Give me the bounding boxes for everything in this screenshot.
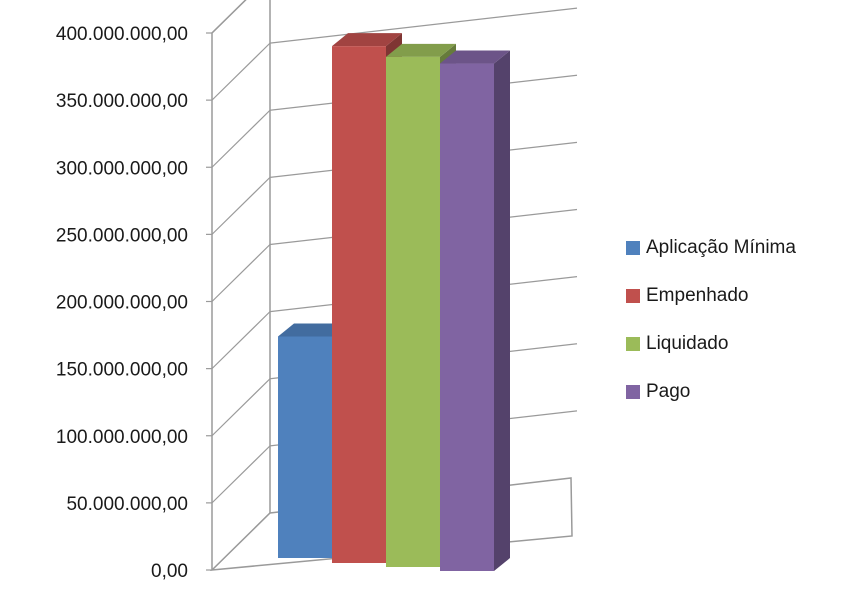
gridline-side bbox=[211, 378, 271, 437]
y-tick-label: 0,00 bbox=[151, 561, 188, 582]
gridline-back bbox=[269, 7, 578, 44]
y-tick-label: 250.000.000,00 bbox=[56, 225, 188, 246]
legend-label: Pago bbox=[646, 381, 691, 402]
bar-front-face bbox=[386, 56, 440, 567]
gridline-side bbox=[211, 0, 247, 34]
y-tick-label: 50.000.000,00 bbox=[66, 494, 188, 515]
bar-top-face bbox=[278, 323, 348, 337]
legend-label: Aplicação Mínima bbox=[646, 237, 796, 258]
y-tick-label: 200.000.000,00 bbox=[56, 293, 188, 314]
chart-bars bbox=[278, 33, 510, 572]
bar-side-face bbox=[494, 50, 510, 572]
y-tick-label: 300.000.000,00 bbox=[56, 158, 188, 179]
y-tick-label: 100.000.000,00 bbox=[56, 427, 188, 448]
chart-legend: Aplicação Mínima Empenhado Liquidado Pag… bbox=[626, 224, 796, 416]
bar-front-face bbox=[332, 46, 386, 563]
bar-top-face bbox=[386, 43, 456, 57]
y-tick-label: 350.000.000,00 bbox=[56, 91, 188, 112]
gridline-side bbox=[211, 311, 271, 370]
legend-item-aplicacao-minima: Aplicação Mínima bbox=[626, 224, 796, 272]
legend-label: Empenhado bbox=[646, 285, 749, 306]
legend-swatch bbox=[626, 289, 640, 303]
gridline-side bbox=[211, 109, 271, 168]
gridline-side bbox=[211, 176, 271, 235]
bar-top-face bbox=[332, 33, 402, 47]
legend-swatch bbox=[626, 337, 640, 351]
gridline-side bbox=[211, 512, 271, 571]
gridline-side bbox=[211, 244, 271, 302]
bar-4 bbox=[440, 50, 510, 572]
legend-label: Liquidado bbox=[646, 333, 729, 354]
legend-swatch bbox=[626, 241, 640, 255]
bar-front-face bbox=[440, 63, 494, 571]
legend-item-pago: Pago bbox=[626, 368, 796, 416]
side-wall bbox=[211, 0, 271, 570]
gridline-side bbox=[211, 445, 271, 504]
legend-item-liquidado: Liquidado bbox=[626, 320, 796, 368]
bar-top-face bbox=[440, 50, 510, 64]
y-axis-tick-labels: 0,00 50.000.000,00 100.000.000,00 150.000.0… bbox=[56, 24, 188, 582]
legend-item-empenhado: Empenhado bbox=[626, 272, 796, 320]
y-tick-label: 400.000.000,00 bbox=[56, 24, 188, 45]
legend-swatch bbox=[626, 385, 640, 399]
gridline-side bbox=[211, 42, 271, 101]
bar-front-face bbox=[278, 336, 332, 558]
y-tick-label: 150.000.000,00 bbox=[56, 360, 188, 381]
